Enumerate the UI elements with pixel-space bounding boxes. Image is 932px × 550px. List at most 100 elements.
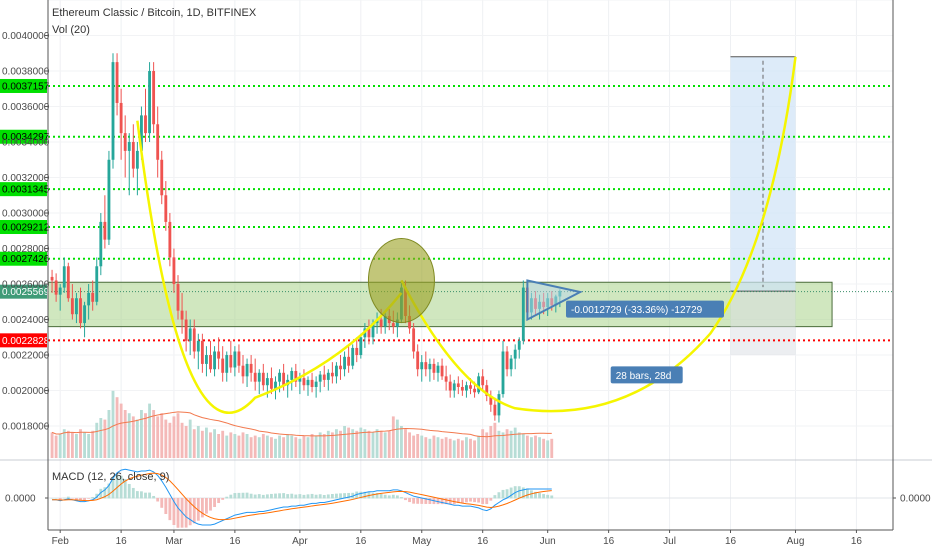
candle-body	[497, 394, 501, 416]
macd-histogram-bar	[460, 498, 464, 504]
macd-histogram-bar	[436, 498, 440, 505]
macd-histogram-bar	[66, 496, 70, 499]
projection-stop-box	[730, 291, 796, 356]
macd-histogram-bar	[355, 491, 359, 499]
volume-bar	[460, 440, 464, 458]
volume-bar	[54, 435, 58, 458]
macd-histogram-bar	[302, 494, 306, 499]
macd-histogram-bar	[282, 493, 286, 499]
candle-body	[416, 351, 420, 370]
candle-body	[424, 362, 428, 370]
candle-body	[221, 358, 225, 373]
macd-histogram-bar	[50, 498, 54, 499]
volume-bar	[286, 434, 290, 458]
volume-bar	[66, 430, 70, 458]
macd-label: MACD (12, 26, close, 9)	[52, 471, 169, 483]
candle-body	[200, 340, 204, 364]
candle-body	[164, 195, 168, 222]
candle-body	[184, 319, 188, 341]
candle-body	[330, 372, 334, 377]
volume-bar	[123, 410, 127, 458]
macd-histogram-bar	[209, 498, 212, 511]
candle-body	[62, 266, 66, 288]
volume-bar	[530, 437, 533, 458]
volume-bar	[306, 437, 310, 458]
candle-body	[156, 124, 160, 160]
volume-bar	[416, 434, 420, 458]
time-tick-label: Apr	[292, 536, 308, 547]
candle-body	[111, 62, 115, 160]
time-tick-label: 16	[725, 536, 737, 547]
macd-histogram-bar	[493, 495, 497, 499]
macd-histogram-bar	[217, 498, 221, 504]
volume-bar	[448, 438, 452, 458]
candle-body	[127, 142, 131, 151]
volume-bar	[550, 438, 554, 458]
macd-histogram-bar	[294, 494, 298, 499]
volume-bar	[99, 418, 103, 458]
candle-body	[517, 340, 521, 350]
pennant-triangle	[526, 279, 584, 322]
macd-histogram-bar	[213, 498, 216, 508]
time-tick-label: Mar	[165, 536, 183, 547]
candle-body	[456, 383, 460, 387]
macd-histogram-bar	[87, 498, 91, 499]
price-level-label: 0.0027426	[2, 254, 50, 265]
price-level-badge	[0, 78, 47, 93]
macd-histogram-bar	[534, 491, 537, 499]
candle-body	[233, 351, 237, 368]
volume-bar	[274, 438, 277, 458]
macd-histogram-bar	[58, 498, 62, 500]
volume-bar	[395, 419, 399, 458]
candle-body	[140, 115, 143, 151]
price-level-badge	[0, 251, 47, 266]
volume-bar	[379, 430, 383, 458]
volume-bar	[408, 432, 411, 458]
candle-body	[395, 319, 399, 327]
macd-histogram-bar	[444, 498, 448, 505]
volume-bar	[188, 419, 192, 458]
candle-body	[274, 381, 277, 389]
volume-bar	[237, 435, 241, 458]
macd-histogram-bar	[237, 492, 241, 499]
volume-bar	[359, 427, 363, 458]
candle-body	[265, 378, 269, 386]
candle-body	[436, 365, 440, 373]
macd-histogram-bar	[127, 483, 131, 499]
macd-histogram-bar	[168, 498, 172, 521]
macd-histogram-bar	[339, 493, 342, 499]
price-tick-label: 0.0030000	[2, 209, 50, 220]
macd-histogram-bar	[79, 498, 82, 501]
candle-body	[79, 298, 82, 324]
macd-histogram-bar	[473, 498, 476, 503]
volume-bar	[253, 435, 257, 458]
macd-histogram-bar	[542, 494, 546, 499]
volume-bar	[521, 434, 525, 458]
volume-bar	[387, 430, 391, 458]
candle-body	[95, 266, 99, 302]
candle-body	[270, 378, 273, 389]
macd-histogram-bar	[119, 475, 123, 499]
volume-bar	[205, 427, 208, 458]
candle-body	[505, 351, 509, 370]
volume-bar	[465, 437, 468, 458]
candle-body	[261, 372, 265, 386]
volume-bar	[119, 403, 123, 458]
volume-bar	[294, 437, 298, 458]
candle-body	[245, 363, 249, 377]
candle-body	[209, 355, 212, 370]
time-tick-label: Jul	[663, 536, 676, 547]
chart-title: Ethereum Classic / Bitcoin, 1D, BITFINEX	[52, 7, 257, 19]
volume-bar	[330, 432, 334, 458]
macd-histogram-bar	[99, 488, 103, 499]
macd-histogram-bar	[371, 493, 375, 499]
volume-bar	[517, 432, 521, 458]
candle-body	[501, 351, 505, 395]
candle-body	[192, 328, 196, 352]
macd-histogram-bar	[270, 493, 273, 499]
macd-histogram-bar	[400, 497, 403, 499]
macd-histogram-bar	[286, 494, 290, 499]
macd-histogram-bar	[62, 497, 66, 499]
price-tick-label: 0.0034000	[2, 138, 50, 149]
